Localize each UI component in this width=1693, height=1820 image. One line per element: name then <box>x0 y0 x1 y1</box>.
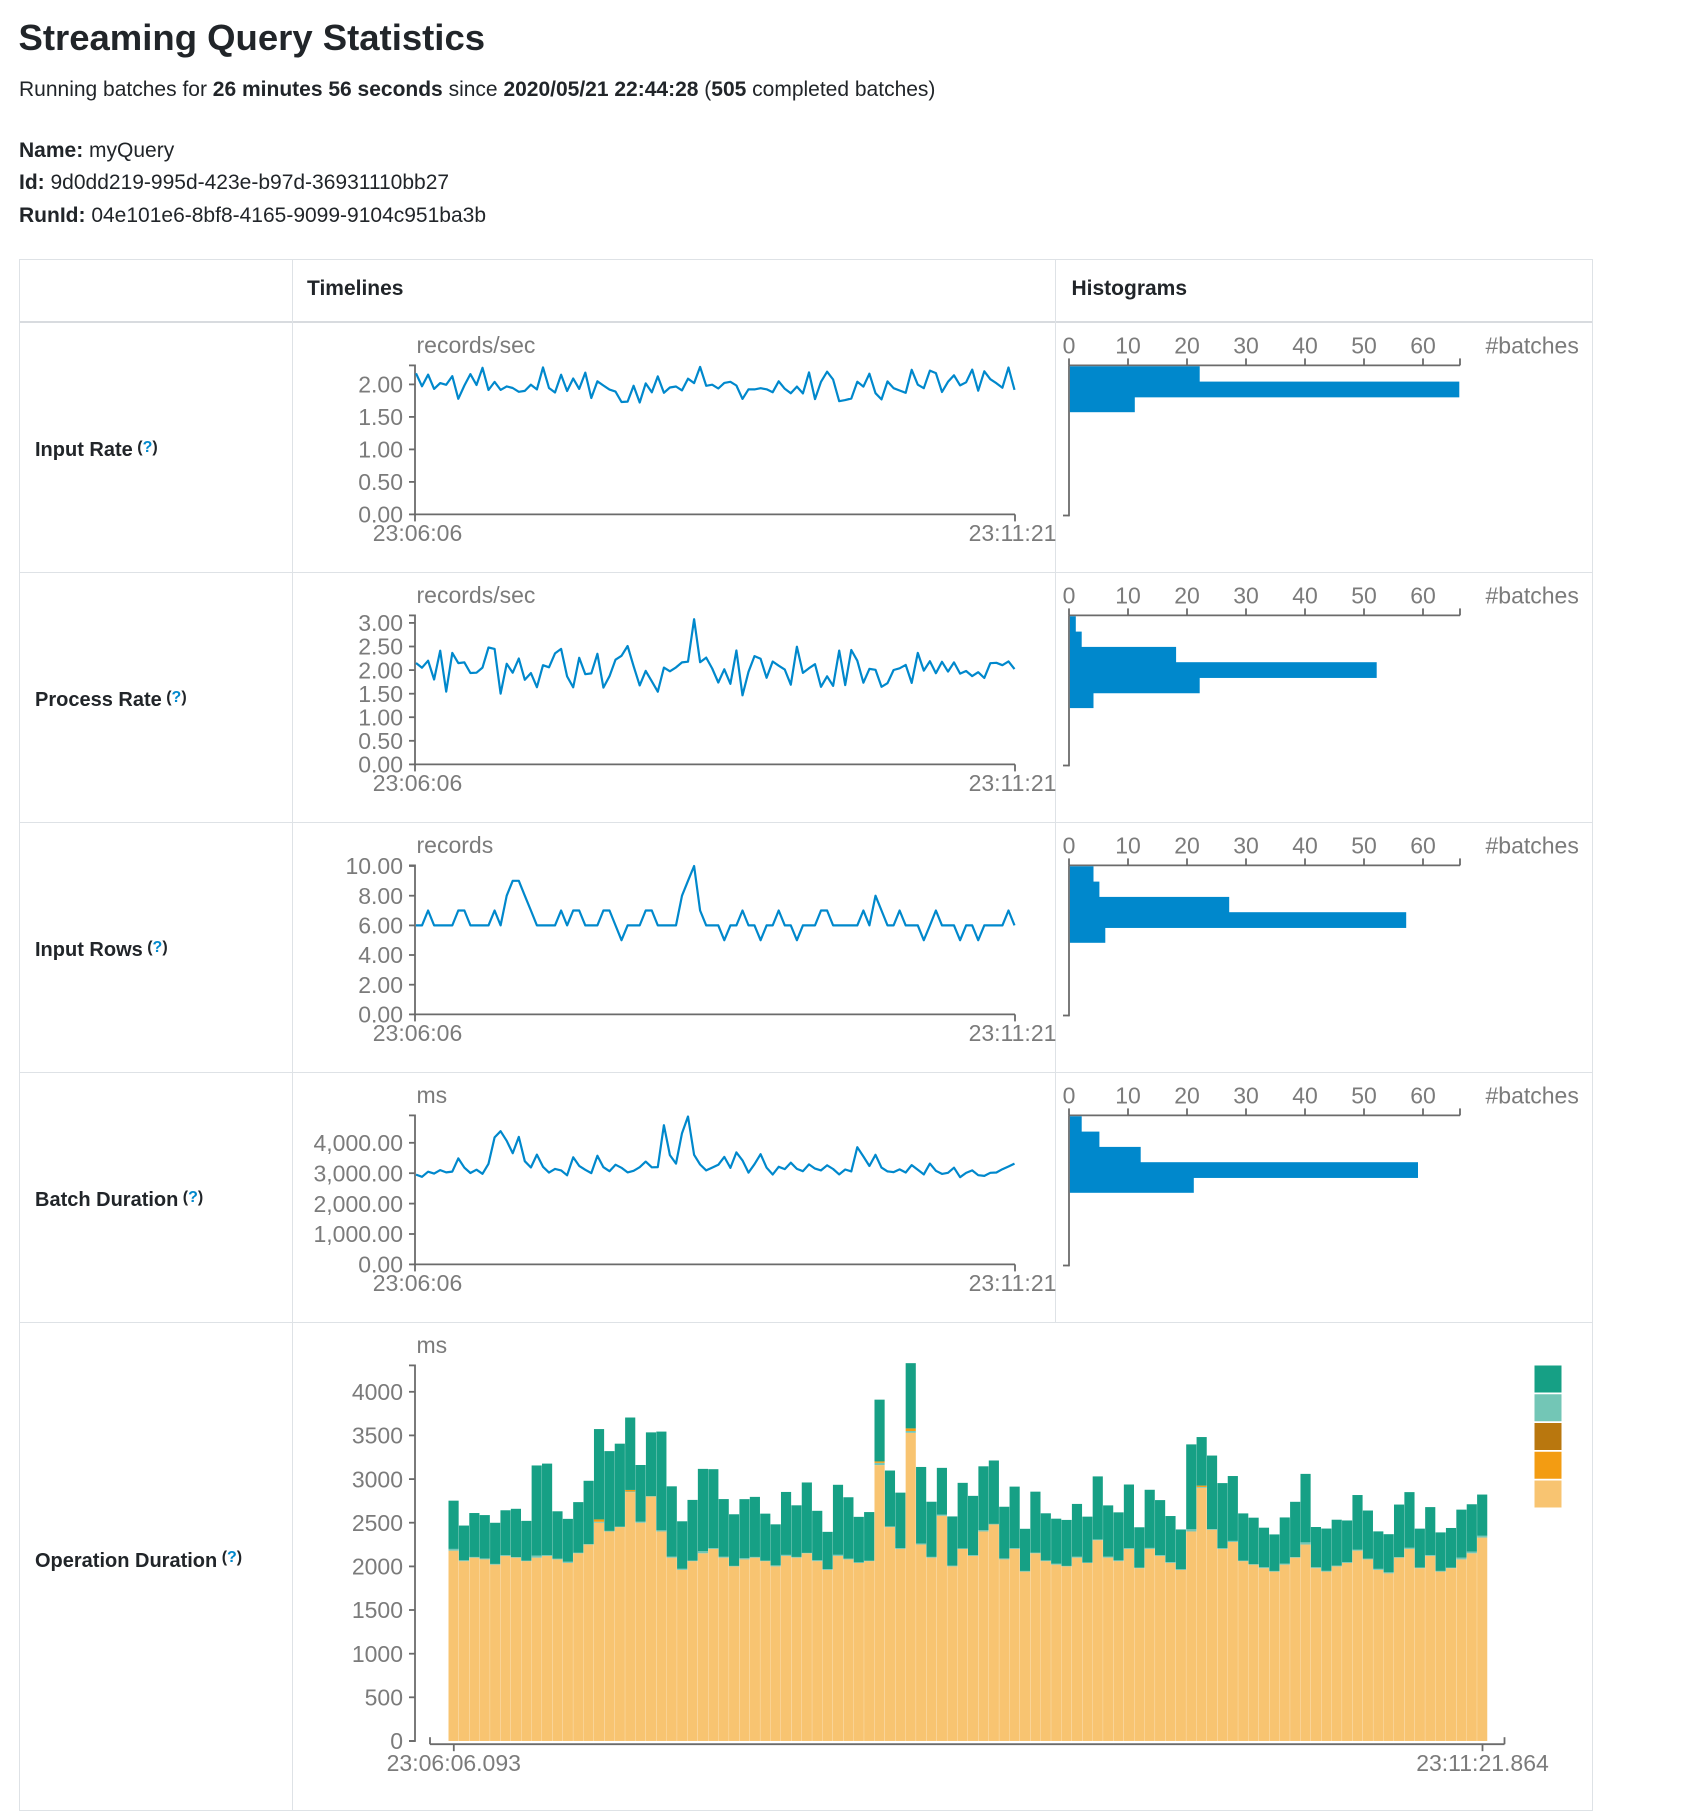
svg-text:#batches: #batches <box>1485 832 1578 858</box>
svg-text:23:06:06: 23:06:06 <box>372 1270 462 1296</box>
svg-text:0.00: 0.00 <box>358 752 403 778</box>
svg-text:10: 10 <box>1115 332 1141 358</box>
svg-text:1.50: 1.50 <box>358 404 403 430</box>
svg-text:4000: 4000 <box>351 1379 402 1405</box>
svg-text:23:11:21: 23:11:21 <box>968 520 1056 546</box>
svg-text:40: 40 <box>1292 832 1318 858</box>
svg-text:10: 10 <box>1115 1082 1141 1108</box>
svg-text:40: 40 <box>1292 1082 1318 1108</box>
svg-text:1000: 1000 <box>351 1641 402 1667</box>
svg-text:0: 0 <box>1062 1082 1075 1108</box>
svg-text:2.00: 2.00 <box>358 657 403 683</box>
svg-text:ms: ms <box>416 1332 447 1358</box>
svg-text:2.00: 2.00 <box>358 372 403 398</box>
svg-text:60: 60 <box>1410 832 1436 858</box>
svg-text:#batches: #batches <box>1485 332 1578 358</box>
svg-text:2500: 2500 <box>351 1510 402 1536</box>
svg-text:60: 60 <box>1410 582 1436 608</box>
svg-text:2000: 2000 <box>351 1554 402 1580</box>
svg-text:#batches: #batches <box>1485 582 1578 608</box>
svg-text:2.50: 2.50 <box>358 634 403 660</box>
svg-text:0.00: 0.00 <box>358 502 403 528</box>
svg-text:50: 50 <box>1351 832 1377 858</box>
svg-text:3000: 3000 <box>351 1466 402 1492</box>
svg-text:0: 0 <box>1062 332 1075 358</box>
svg-text:23:11:21: 23:11:21 <box>968 770 1056 796</box>
svg-text:1.50: 1.50 <box>358 681 403 707</box>
svg-text:8.00: 8.00 <box>358 883 403 909</box>
svg-text:4.00: 4.00 <box>358 942 403 968</box>
svg-text:23:11:21.864: 23:11:21.864 <box>1416 1750 1549 1776</box>
svg-text:2.00: 2.00 <box>358 972 403 998</box>
svg-text:50: 50 <box>1351 332 1377 358</box>
svg-text:1.00: 1.00 <box>358 704 403 730</box>
svg-text:1,000.00: 1,000.00 <box>313 1221 403 1247</box>
svg-text:ms: ms <box>416 1082 447 1108</box>
svg-text:40: 40 <box>1292 582 1318 608</box>
svg-text:0: 0 <box>1062 582 1075 608</box>
svg-text:1500: 1500 <box>351 1597 402 1623</box>
svg-text:#batches: #batches <box>1485 1082 1578 1108</box>
svg-text:2,000.00: 2,000.00 <box>313 1191 403 1217</box>
svg-text:10: 10 <box>1115 832 1141 858</box>
svg-text:0.50: 0.50 <box>358 728 403 754</box>
svg-text:30: 30 <box>1233 332 1259 358</box>
svg-text:60: 60 <box>1410 332 1436 358</box>
svg-text:23:06:06.093: 23:06:06.093 <box>386 1750 520 1776</box>
svg-text:23:06:06: 23:06:06 <box>372 770 462 796</box>
svg-text:60: 60 <box>1410 1082 1436 1108</box>
svg-text:3.00: 3.00 <box>358 610 403 636</box>
svg-text:6.00: 6.00 <box>358 913 403 939</box>
svg-text:30: 30 <box>1233 582 1259 608</box>
svg-text:23:06:06: 23:06:06 <box>372 1020 462 1046</box>
svg-text:23:11:21: 23:11:21 <box>968 1020 1056 1046</box>
svg-text:30: 30 <box>1233 832 1259 858</box>
svg-text:10.00: 10.00 <box>345 853 403 879</box>
svg-text:0.00: 0.00 <box>358 1252 403 1278</box>
svg-text:records: records <box>416 832 493 858</box>
svg-text:50: 50 <box>1351 1082 1377 1108</box>
svg-text:40: 40 <box>1292 332 1318 358</box>
svg-text:50: 50 <box>1351 582 1377 608</box>
svg-text:0: 0 <box>390 1728 403 1754</box>
svg-text:500: 500 <box>364 1685 402 1711</box>
svg-text:records/sec: records/sec <box>416 332 535 358</box>
svg-text:20: 20 <box>1174 1082 1200 1108</box>
svg-text:3500: 3500 <box>351 1423 402 1449</box>
svg-text:0.00: 0.00 <box>358 1002 403 1028</box>
svg-text:1.00: 1.00 <box>358 437 403 463</box>
svg-text:23:06:06: 23:06:06 <box>372 520 462 546</box>
svg-text:4,000.00: 4,000.00 <box>313 1130 403 1156</box>
svg-text:records/sec: records/sec <box>416 582 535 608</box>
svg-text:0.50: 0.50 <box>358 469 403 495</box>
svg-text:30: 30 <box>1233 1082 1259 1108</box>
svg-text:23:11:21: 23:11:21 <box>968 1270 1056 1296</box>
svg-text:20: 20 <box>1174 582 1200 608</box>
svg-text:20: 20 <box>1174 832 1200 858</box>
svg-text:0: 0 <box>1062 832 1075 858</box>
svg-text:10: 10 <box>1115 582 1141 608</box>
svg-text:3,000.00: 3,000.00 <box>313 1160 403 1186</box>
svg-text:20: 20 <box>1174 332 1200 358</box>
